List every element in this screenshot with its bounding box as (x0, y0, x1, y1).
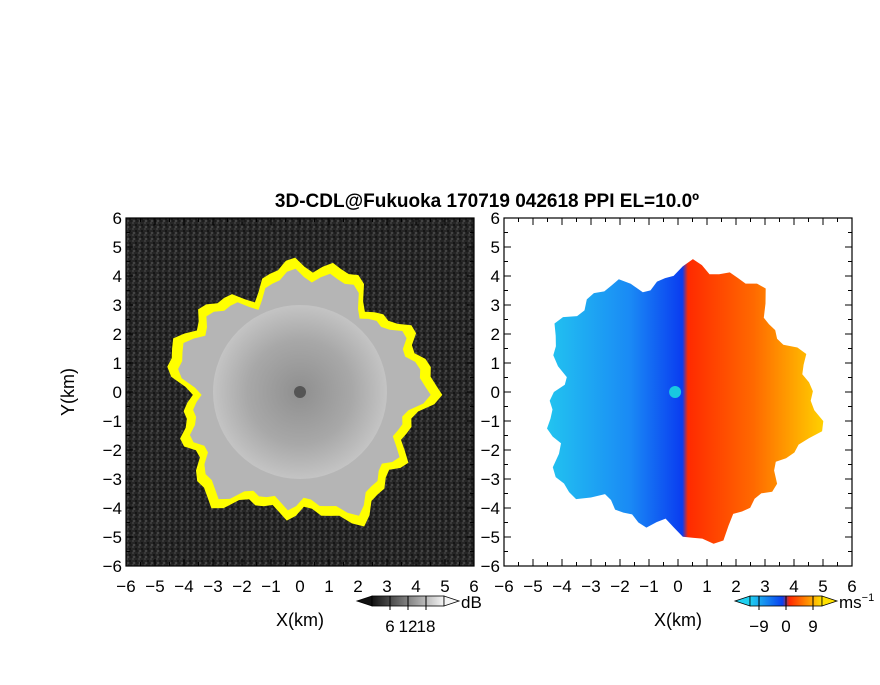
x-tick-label: −1 (639, 577, 658, 596)
x-tick-label: 1 (324, 577, 333, 596)
x-tick-label: −2 (610, 577, 629, 596)
y-tick-label: 2 (113, 325, 122, 344)
y-tick-label: −5 (103, 528, 122, 547)
y-tick-label: 4 (113, 267, 122, 286)
velocity-colorbar: −9 0 9 ms−1 (733, 592, 874, 636)
x-tick-label: −1 (261, 577, 280, 596)
x-tick-label: −2 (232, 577, 251, 596)
x-tick-label: −4 (552, 577, 571, 596)
x-tick-label: −5 (523, 577, 542, 596)
y-tick-label: 1 (113, 354, 122, 373)
colorbar-unit-db: dB (461, 593, 482, 612)
x-tick-label: 5 (818, 577, 827, 596)
colorbar-tick-label: 6 (385, 617, 394, 636)
colorbar-unit-superscript: −1 (862, 592, 875, 604)
y-tick-label: −4 (481, 499, 500, 518)
y-tick-label: −6 (481, 557, 500, 576)
x-tick-label: 0 (295, 577, 304, 596)
chart-title: 3D-CDL@Fukuoka 170719 042618 PPI EL=10.0… (275, 191, 699, 212)
x-tick-label: 4 (411, 577, 420, 596)
colorbar-unit-ms: ms−1 (839, 592, 874, 612)
colorbar-left-arrow (355, 595, 373, 607)
y-tick-label: −3 (481, 470, 500, 489)
y-tick-label: −6 (103, 557, 122, 576)
radar-site-marker (294, 386, 306, 398)
colorbar-tick-label: 18 (417, 617, 436, 636)
x-tick-label: 2 (731, 577, 740, 596)
colorbar-right-arrow (821, 595, 839, 607)
y-tick-label: −3 (103, 470, 122, 489)
velocity-echo (547, 259, 824, 544)
y-tick-label: 1 (491, 354, 500, 373)
radar-site-marker-velocity (669, 386, 682, 398)
y-tick-label: 3 (113, 296, 122, 315)
y-tick-label: −2 (103, 441, 122, 460)
y-axis-label: Y(km) (58, 368, 78, 416)
reflectivity-colorbar: 6 12 18 dB (355, 593, 482, 636)
x-tick-label: −3 (203, 577, 222, 596)
y-tick-label: 3 (491, 296, 500, 315)
x-tick-label: −6 (494, 577, 513, 596)
x-tick-label: 0 (673, 577, 682, 596)
y-tick-label: −4 (103, 499, 122, 518)
y-tick-label: −5 (481, 528, 500, 547)
reflectivity-panel (126, 218, 474, 566)
x-tick-label: 2 (353, 577, 362, 596)
x-tick-label: −6 (116, 577, 135, 596)
y-tick-label: 5 (113, 238, 122, 257)
colorbar-tick-label: 0 (781, 617, 790, 636)
x-axis-label-left: X(km) (276, 610, 324, 630)
y-tick-label: 6 (113, 209, 122, 228)
x-axis-label-right: X(km) (654, 610, 702, 630)
velocity-axes: −6 −5 −4 −3 −2 −1 0 1 2 3 4 5 6 6 5 4 3 2 1 0 −1 −2 −3 −4 −5 −6 (481, 209, 857, 596)
colorbar-tick-label: 9 (808, 617, 817, 636)
x-tick-label: 1 (702, 577, 711, 596)
x-tick-label: −4 (174, 577, 193, 596)
y-tick-label: 5 (491, 238, 500, 257)
y-tick-label: 6 (491, 209, 500, 228)
y-tick-label: −2 (481, 441, 500, 460)
y-tick-label: −1 (481, 412, 500, 431)
x-tick-label: 4 (789, 577, 798, 596)
y-tick-label: 0 (113, 383, 122, 402)
x-tick-label: −5 (145, 577, 164, 596)
x-tick-label: −3 (581, 577, 600, 596)
colorbar-left-arrow (733, 595, 751, 607)
reflectivity-axes: −6 −5 −4 −3 −2 −1 0 1 2 3 4 5 6 6 5 4 3 2 1 0 −1 −2 −3 −4 −5 −6 (103, 209, 479, 596)
x-tick-label: 3 (760, 577, 769, 596)
colorbar-right-arrow (443, 595, 461, 607)
colorbar-tick-label: −9 (749, 617, 768, 636)
y-tick-label: −1 (103, 412, 122, 431)
velocity-panel (504, 218, 852, 566)
y-tick-label: 4 (491, 267, 500, 286)
y-tick-label: 0 (491, 383, 500, 402)
colorbar-tick-label: 12 (399, 617, 418, 636)
x-tick-label: 5 (440, 577, 449, 596)
x-tick-label: 3 (382, 577, 391, 596)
y-tick-label: 2 (491, 325, 500, 344)
x-tick-label: 6 (847, 577, 856, 596)
x-tick-label: 6 (469, 577, 478, 596)
